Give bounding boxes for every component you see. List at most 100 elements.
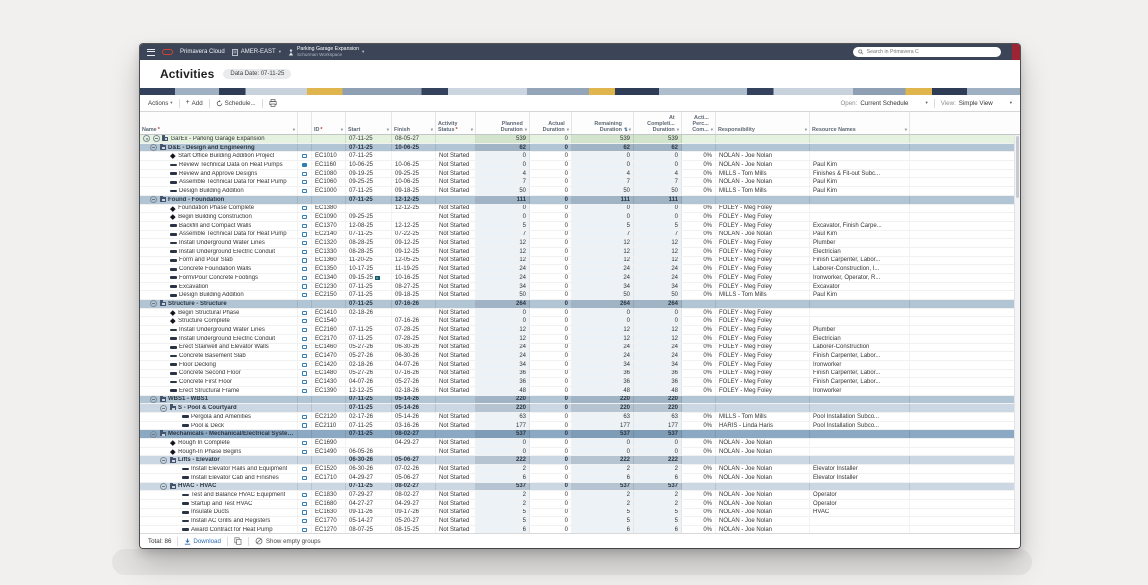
comment-icon[interactable] (302, 214, 307, 220)
activity-row[interactable]: Concrete Second Floor EC1480 05-27-26 07-16… (140, 369, 1020, 379)
comment-icon[interactable] (302, 180, 307, 185)
comment-icon[interactable] (302, 501, 307, 506)
column-menu-chevron[interactable]: ▾ (804, 127, 807, 132)
sort-icon[interactable]: ⇅ (623, 127, 628, 132)
activity-row[interactable]: Pool & Deck EC2110 07-11-25 03-16-26 Not Sta… (140, 421, 1020, 431)
add-button[interactable]: + Add (185, 99, 203, 107)
activity-row[interactable]: Backfill and Compact Walls EC1370 12-08-25… (140, 221, 1020, 231)
activity-row[interactable]: Form and Pour Slab EC1360 11-20-25 12-05-25… (140, 256, 1020, 266)
open-schedule-select[interactable]: Open: Current Schedule ▾ (840, 100, 927, 107)
activity-row[interactable]: Assemble Technical Data for Heat Pump EC2… (140, 230, 1020, 240)
comment-icon[interactable] (302, 380, 307, 385)
column-header-remaining[interactable]: Remaining Duration ⇅ ▾ (572, 112, 634, 134)
column-header-atc[interactable]: At Completi... Duration ▾ (634, 112, 682, 134)
column-menu-chevron[interactable]: ▾ (710, 127, 713, 132)
milestone-row[interactable]: Rough-In Phase Begins EC1490 06-05-26 Not S… (140, 447, 1020, 457)
comment-icon[interactable] (302, 267, 307, 272)
schedule-button[interactable]: Schedule... (216, 99, 256, 107)
collapse-icon[interactable] (150, 144, 157, 152)
comment-icon[interactable] (302, 319, 307, 324)
wbs-row[interactable]: S - Pool & Courtyard 07-11-25 05-14-26 220 0… (140, 404, 1020, 413)
collapse-icon[interactable] (160, 482, 167, 490)
collapse-icon[interactable] (150, 196, 157, 204)
milestone-row[interactable]: Begin Structural Phase EC1410 02-18-26 Not … (140, 308, 1020, 318)
download-button[interactable]: Download (184, 538, 221, 545)
comment-icon[interactable] (302, 345, 307, 350)
column-header-id[interactable]: ID* ▾ (312, 112, 346, 134)
project-row[interactable]: GarEx - Parking Garage Expansion 07-11-25… (140, 135, 1020, 144)
comment-icon[interactable] (302, 284, 307, 289)
activity-row[interactable]: Assemble Technical Data for Heat Pump EC1… (140, 178, 1020, 188)
collapse-icon[interactable] (150, 430, 157, 438)
activity-row[interactable]: Startup and Test HVAC EC1680 04-27-27 04-29… (140, 499, 1020, 509)
column-header-status[interactable]: Activity Status* ▾ (436, 112, 476, 134)
column-menu-chevron[interactable]: ▾ (430, 127, 433, 132)
comment-icon[interactable] (302, 475, 307, 480)
comment-icon[interactable] (302, 510, 307, 515)
column-header-res[interactable]: Resource Names ▾ (810, 112, 910, 134)
milestone-row[interactable]: Foundation Phase Complete EC1380 12-12-25 N… (140, 204, 1020, 214)
column-menu-chevron[interactable]: ▾ (470, 127, 473, 132)
column-header-planned[interactable]: Planned Duration ▾ (476, 112, 530, 134)
activity-row[interactable]: Concrete First Floor EC1430 04-07-26 05-27-… (140, 378, 1020, 387)
search-input[interactable] (866, 49, 996, 55)
column-header-pct[interactable]: Acti... Perc... Com... ▾ (682, 112, 716, 134)
collapse-icon[interactable] (152, 135, 160, 143)
collapse-icon[interactable] (150, 300, 157, 308)
comment-icon[interactable] (302, 353, 307, 359)
milestone-row[interactable]: Rough In Complete EC1690 04-29-27 Not Start… (140, 439, 1020, 448)
column-menu-chevron[interactable]: ▾ (904, 127, 907, 132)
milestone-row[interactable]: Start Office Building Addition Project EC… (140, 152, 1020, 162)
gear-icon[interactable] (143, 135, 150, 143)
activity-row[interactable]: Design Building Addition EC1000 07-11-25 09… (140, 187, 1020, 196)
project-selector[interactable]: Parking Garage Expansion Schurman Worksp… (288, 46, 364, 58)
wbs-row[interactable]: Mechanicals - Mechanical/Electrical Syst… (140, 430, 1020, 440)
comment-icon[interactable] (302, 171, 307, 176)
activity-row[interactable]: Install Underground Electric Conduit EC21… (140, 334, 1020, 344)
column-header-start[interactable]: Start ▾ (346, 112, 392, 134)
comment-icon[interactable] (302, 371, 307, 376)
comment-icon[interactable] (302, 258, 307, 263)
activity-row[interactable]: Floor Decking EC1420 02-18-26 04-07-26 Not S… (140, 360, 1020, 370)
wbs-row[interactable]: Structure - Structure 07-11-25 07-16-26 264… (140, 300, 1020, 309)
vertical-scrollbar[interactable] (1014, 135, 1020, 533)
activity-row[interactable]: Form/Pour Concrete Footings EC1340 09-15-2… (140, 274, 1020, 283)
show-empty-groups-toggle[interactable]: Show empty groups (255, 537, 321, 545)
column-header-finish[interactable]: Finish ▾ (392, 112, 436, 134)
comment-icon[interactable] (302, 388, 307, 393)
org-selector[interactable]: AMER-EAST ▾ (231, 48, 281, 56)
comment-icon[interactable] (302, 206, 307, 211)
activity-row[interactable]: Award Contract for Heat Pump EC1270 08-07-… (140, 525, 1020, 533)
column-menu-chevron[interactable]: ▾ (628, 127, 631, 132)
column-menu-chevron[interactable]: ▾ (524, 127, 527, 132)
activity-row[interactable]: Erect Stairwell and Elevator Walls EC1460… (140, 343, 1020, 353)
comment-icon[interactable] (302, 519, 307, 524)
comment-icon[interactable] (302, 223, 307, 228)
column-header-actual[interactable]: Actual Duration ▾ (530, 112, 572, 134)
comment-icon[interactable] (302, 232, 307, 237)
activity-row[interactable]: Erect Structural Frame EC1390 12-12-25 02-1… (140, 386, 1020, 396)
activity-row[interactable]: Test and Balance HVAC Equipment EC1830 07-… (140, 491, 1020, 500)
print-button[interactable] (269, 99, 277, 107)
comment-icon[interactable] (302, 440, 307, 445)
column-menu-chevron[interactable]: ▾ (292, 127, 295, 132)
comment-icon[interactable] (302, 449, 307, 454)
scrollbar-thumb[interactable] (1015, 136, 1019, 198)
collapse-icon[interactable] (150, 395, 157, 403)
comment-icon[interactable] (302, 241, 307, 246)
milestone-row[interactable]: Begin Building Construction EC1090 09-25-2… (140, 213, 1020, 222)
wbs-row[interactable]: Lifts - Elevator 06-30-26 05-06-27 222 0 222 2… (140, 456, 1020, 466)
activity-row[interactable]: Install AC Grills and Registers EC1770 05-… (140, 517, 1020, 526)
wbs-row[interactable]: D&E - Design and Engineering 07-11-25 10-0… (140, 143, 1020, 153)
wbs-row[interactable]: Found - Foundation 07-11-25 12-12-25 111 0 11… (140, 195, 1020, 205)
comment-icon[interactable] (302, 327, 307, 333)
collapse-icon[interactable] (160, 404, 167, 412)
column-header-resp[interactable]: Responsibility ▾ (716, 112, 810, 134)
comment-icon[interactable] (302, 154, 307, 159)
collapse-icon[interactable] (160, 456, 167, 464)
activity-row[interactable]: Install Elevator Cab and Finishes EC1710 0… (140, 473, 1020, 483)
column-menu-chevron[interactable]: ▾ (676, 127, 679, 132)
milestone-row[interactable]: Structure Complete EC1540 07-16-26 Not Star… (140, 317, 1020, 327)
activity-row[interactable]: Install Elevator Rails and Equipment EC15… (140, 465, 1020, 474)
global-search[interactable] (853, 47, 1001, 57)
